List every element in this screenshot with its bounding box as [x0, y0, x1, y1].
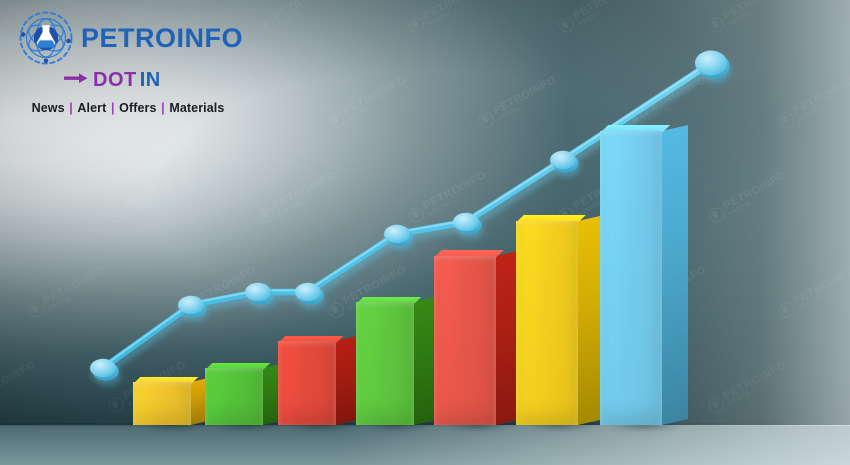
node-5[interactable]	[384, 224, 413, 247]
bar-front-face	[434, 256, 496, 425]
logo-text-in: IN	[139, 69, 161, 91]
logo-row: PETROINFO	[18, 10, 243, 66]
bar-front-face	[205, 368, 263, 425]
tagline-separator: |	[65, 101, 77, 115]
bar-1	[127, 376, 221, 432]
node-cap	[295, 282, 321, 302]
node-cap	[245, 282, 271, 302]
tagline-item-news[interactable]: News	[31, 101, 65, 115]
bar-front-face	[356, 302, 414, 425]
bar-4	[350, 296, 444, 432]
bar-front-face	[516, 221, 578, 425]
bar-side-face	[336, 335, 358, 425]
bar-front-face	[133, 382, 191, 425]
node-4[interactable]	[295, 282, 324, 305]
node-3[interactable]	[245, 282, 274, 305]
tagline-item-materials[interactable]: Materials	[169, 101, 225, 115]
node-cap	[550, 150, 576, 170]
brand-logo[interactable]: PETROINFO DOT IN News | Alert | Offers |…	[18, 10, 243, 115]
node-cap	[384, 224, 410, 244]
tagline-item-alert[interactable]: Alert	[77, 101, 107, 115]
node-cap	[695, 50, 727, 76]
logo-text-primary: PETROINFO	[81, 22, 244, 53]
node-8[interactable]	[695, 50, 730, 79]
node-2[interactable]	[178, 295, 207, 318]
bar-2	[199, 362, 293, 432]
tagline-separator: |	[107, 101, 119, 115]
logo-wordmark: PETROINFO	[81, 22, 244, 53]
node-1[interactable]	[90, 358, 119, 381]
bar-5	[428, 250, 528, 432]
bar-6	[510, 215, 610, 432]
bar-side-face	[414, 296, 436, 425]
bar-side-face	[662, 124, 688, 425]
logo-text-dot: DOT	[93, 69, 137, 91]
node-7[interactable]	[550, 150, 579, 173]
bar-7	[594, 124, 696, 432]
bar-front-face	[600, 131, 662, 425]
atom-flask-icon	[18, 10, 74, 66]
arrow-right-icon	[63, 71, 90, 90]
tagline-separator: |	[157, 101, 169, 115]
node-cap	[90, 358, 116, 378]
node-cap	[453, 212, 479, 232]
brand-tagline: News | Alert | Offers | Materials	[18, 101, 238, 115]
bar-front-face	[278, 341, 336, 425]
tagline-item-offers[interactable]: Offers	[119, 101, 157, 115]
node-cap	[178, 295, 204, 315]
bar-3	[272, 335, 366, 432]
node-6[interactable]	[453, 212, 482, 235]
logo-secondary-row: DOT IN	[63, 69, 238, 92]
bar-side-face	[578, 215, 602, 425]
